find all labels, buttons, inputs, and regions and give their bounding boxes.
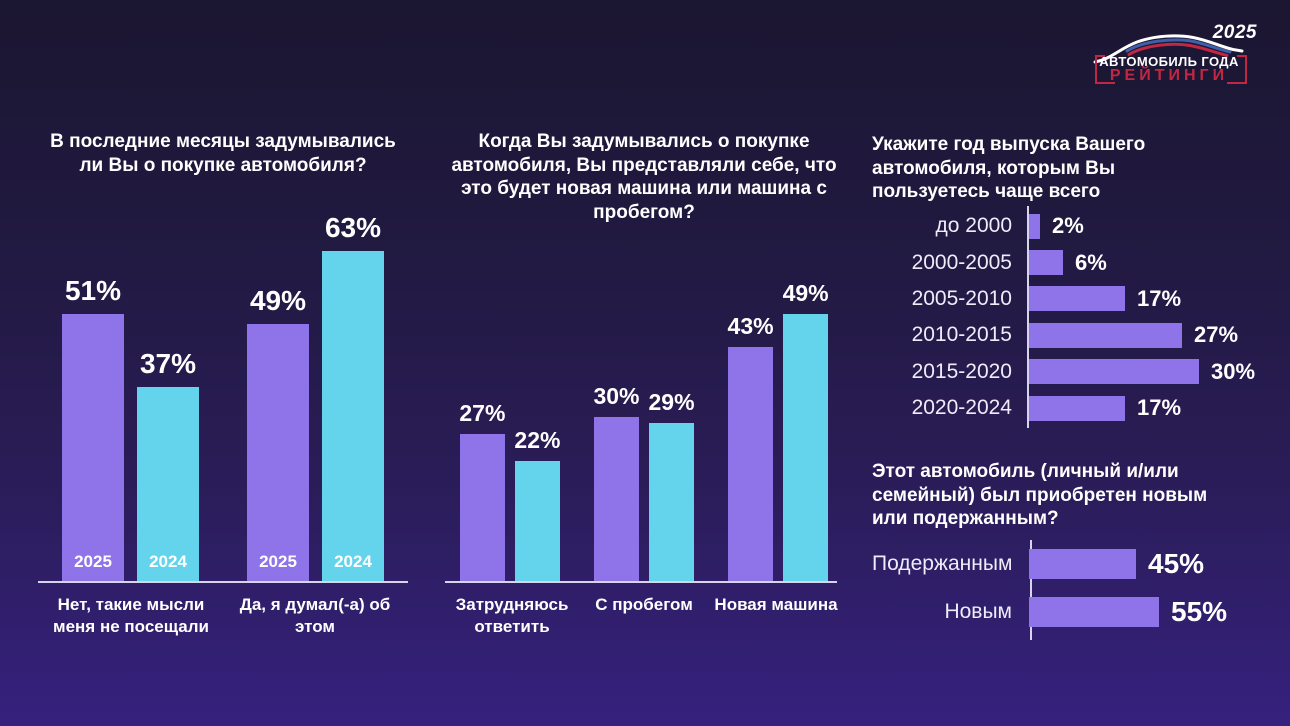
category-label: Затрудняюсь ответить [455, 595, 569, 637]
chart-row: Новым 55% [872, 590, 1282, 634]
bar [514, 461, 560, 581]
bar [649, 423, 695, 581]
bar: 2025 [247, 324, 309, 581]
bar-value-label: 27% [459, 400, 506, 426]
chart-row: 2000-2005 6% [872, 244, 1282, 280]
row-value-label: 55% [1171, 596, 1228, 627]
bar-column: 49% [783, 280, 829, 581]
chart1-plot: 51% 2025 37% 2024 49% 2025 63% 2024 [38, 212, 408, 581]
row-category-label: 2000-2005 [911, 250, 1012, 274]
row-category-label: 2005-2010 [911, 286, 1012, 310]
bar-year-label: 2025 [259, 552, 297, 571]
row-category-label: до 2000 [935, 214, 1012, 238]
logo-subtitle: РЕЙТИНГИ [1109, 67, 1229, 84]
car-silhouette-icon [1093, 34, 1244, 64]
logo-year-label: 2025 [1212, 22, 1257, 43]
bar: 2024 [137, 387, 199, 581]
bar-value-label: 37% [139, 348, 197, 379]
bar-value-label: 63% [324, 212, 382, 243]
chart4-rows: Подержанным 45% Новым 55% [872, 542, 1282, 634]
chart4-title: Этот автомобиль (личный и/или семейный) … [872, 461, 1208, 530]
bar-column: 51% 2025 [62, 275, 124, 581]
chart3-rows: до 2000 2% 2000-2005 6% 2005-2010 17% 2010-201… [872, 208, 1282, 426]
bar-column: 37% 2024 [137, 348, 199, 581]
bar-column: 49% 2025 [247, 285, 309, 581]
bar-column: 43% [728, 313, 774, 581]
bar-year-label: 2024 [334, 552, 372, 571]
bar-column: 30% [593, 383, 640, 581]
bar-column: 27% [459, 400, 505, 581]
chart2-axis-line [445, 581, 837, 583]
row-value-label: 2% [1052, 213, 1084, 239]
logo-bracket-right [1227, 55, 1247, 84]
chart-row: 2020-2024 17% [872, 390, 1282, 426]
bar [783, 314, 829, 581]
row-bar [1029, 597, 1159, 627]
row-bar [1029, 549, 1136, 579]
bar-year-label: 2025 [74, 552, 112, 571]
bar [593, 417, 639, 581]
bar-group: 43% 49% [728, 280, 829, 581]
row-value-label: 27% [1194, 322, 1239, 348]
row-category-label: 2015-2020 [911, 359, 1012, 383]
row-category-label: Новым [944, 600, 1012, 623]
category-label: Да, я думал(-а) об этом [239, 595, 391, 637]
bar-value-label: 30% [593, 383, 640, 409]
bar-value-label: 43% [727, 313, 774, 339]
bar-value-label: 51% [64, 275, 122, 306]
row-category-label: 2010-2015 [911, 323, 1012, 347]
bar-value-label: 49% [249, 285, 307, 316]
category-label: Новая машина [714, 595, 838, 614]
row-bar [1029, 286, 1125, 312]
bar-group: 51% 2025 37% 2024 [62, 275, 199, 581]
row-value-label: 6% [1075, 249, 1107, 275]
bar: 2024 [322, 251, 384, 581]
bar-column: 22% [514, 427, 560, 581]
chart2-plot: 27% 22% 30% 29% 43% 49% [447, 248, 841, 581]
chart1-category-labels: Нет, такие мысли меня не посещали Да, я д… [38, 594, 408, 638]
bar-year-label: 2024 [149, 552, 187, 571]
chart2-title: Когда Вы задумывались о покупке автомоби… [451, 131, 837, 223]
row-bar [1029, 250, 1063, 276]
chart-row: 2015-2020 30% [872, 354, 1282, 390]
chart2-category-labels: Затрудняюсь ответить С пробегом Новая маши… [447, 594, 841, 638]
row-bar [1029, 395, 1125, 421]
event-logo: 2025 АВТОМОБИЛЬ ГОДА РЕЙТИНГИ [1093, 22, 1261, 102]
bar-group: 30% 29% [593, 383, 695, 581]
bar [728, 347, 774, 581]
bar-column: 29% [649, 389, 695, 581]
bar-value-label: 22% [514, 427, 561, 453]
logo-title: АВТОМОБИЛЬ ГОДА [1099, 54, 1239, 69]
row-value-label: 45% [1148, 548, 1205, 579]
category-label: С пробегом [595, 595, 693, 614]
row-value-label: 17% [1137, 285, 1182, 311]
bar-column: 63% 2024 [322, 212, 384, 581]
row-bar [1029, 213, 1040, 239]
logo-bracket-left [1095, 55, 1115, 84]
row-category-label: 2020-2024 [911, 396, 1012, 420]
chart-row: Подержанным 45% [872, 542, 1282, 586]
chart1-title: В последние месяцы задумывались ли Вы о … [50, 131, 396, 176]
bar-group: 27% 22% [459, 400, 560, 581]
bar-value-label: 29% [648, 389, 695, 415]
row-value-label: 30% [1211, 358, 1256, 384]
row-bar [1029, 322, 1182, 348]
chart-row: 2005-2010 17% [872, 281, 1282, 317]
row-category-label: Подержанным [872, 552, 1013, 575]
chart3-title: Укажите год выпуска Вашего автомобиля, к… [872, 134, 1146, 203]
row-bar [1029, 359, 1199, 385]
row-value-label: 17% [1137, 395, 1182, 421]
bar: 2025 [62, 314, 124, 581]
chart1-axis-line [38, 581, 408, 583]
chart-row: 2010-2015 27% [872, 317, 1282, 353]
bar [459, 434, 505, 581]
chart3-axis-line [1027, 206, 1029, 428]
bar-value-label: 49% [782, 280, 829, 306]
chart4-axis-line [1030, 540, 1032, 640]
chart-row: до 2000 2% [872, 208, 1282, 244]
category-label: Нет, такие мысли меня не посещали [53, 595, 209, 637]
bar-group: 49% 2025 63% 2024 [247, 212, 384, 581]
